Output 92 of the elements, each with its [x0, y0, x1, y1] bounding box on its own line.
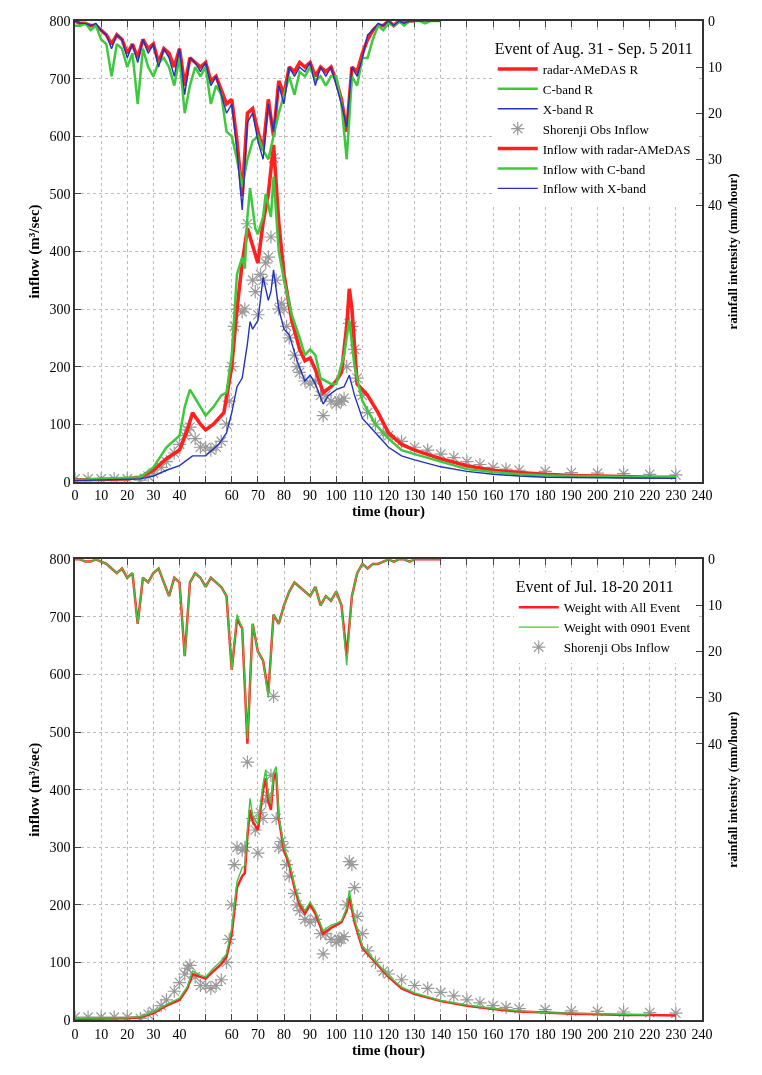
y-tick-label: 400	[49, 244, 71, 260]
x-tick-label: 120	[378, 488, 399, 504]
y2-tick-label: 10	[708, 598, 722, 614]
x-tick-label: 30	[146, 1026, 161, 1042]
y-axis-title: inflow (m³/sec)	[26, 742, 44, 837]
x-tick-label: 110	[352, 488, 373, 504]
x-tick-label: 240	[691, 488, 713, 504]
x-tick-label: 90	[303, 1026, 318, 1042]
x-tick-label: 220	[639, 1026, 661, 1042]
x-tick-label: 140	[430, 488, 452, 504]
x-axis-title: time (hour)	[352, 1041, 425, 1059]
legend-label: radar-AMeDAS R	[542, 62, 639, 78]
y-tick-label: 700	[49, 609, 71, 625]
x-tick-label: 80	[277, 1026, 291, 1042]
y-tick-label: 400	[49, 782, 71, 798]
x-tick-label: 140	[430, 1026, 452, 1042]
x-tick-label: 120	[378, 1026, 399, 1042]
x-tick-label: 170	[508, 1026, 530, 1042]
x-tick-label: 40	[172, 488, 187, 504]
x-tick-label: 20	[120, 1026, 135, 1042]
legend-label: Weight with All Event	[563, 600, 681, 616]
y-tick-label: 300	[49, 301, 71, 317]
x-tick-label: 90	[303, 488, 318, 504]
y-tick-label: 0	[63, 474, 71, 490]
legend-label: Shorenji Obs Inflow	[542, 121, 650, 137]
y-tick-label: 200	[49, 359, 71, 375]
x-tick-label: 170	[508, 488, 530, 504]
y-tick-label: 300	[49, 840, 71, 856]
x-tick-label: 80	[277, 488, 291, 504]
x-tick-label: 220	[639, 488, 661, 504]
legend-label: Shorenji Obs Inflow	[563, 640, 671, 656]
x-tick-label: 60	[224, 1026, 239, 1042]
x-tick-label: 30	[146, 488, 161, 504]
x-tick-label: 100	[325, 1026, 347, 1042]
x-tick-label: 150	[456, 1026, 478, 1042]
x-tick-label: 10	[94, 1026, 109, 1042]
y2-axis-title: rainfall intensity (mm/hour)	[724, 173, 740, 330]
x-tick-label: 230	[665, 488, 687, 504]
legend-label: Inflow with radar-AMeDAS	[542, 141, 691, 157]
x-tick-label: 160	[482, 1026, 504, 1042]
y2-tick-label: 30	[708, 152, 722, 168]
x-tick-label: 190	[560, 1026, 582, 1042]
x-tick-label: 70	[250, 488, 265, 504]
x-tick-label: 160	[482, 488, 504, 504]
y-tick-label: 100	[49, 955, 71, 971]
x-tick-label: 180	[534, 1026, 556, 1042]
x-tick-label: 210	[613, 1026, 635, 1042]
x-tick-label: 240	[691, 1026, 713, 1042]
y-tick-label: 100	[49, 417, 71, 433]
y-axis-title: inflow (m³/sec)	[26, 204, 44, 299]
y2-tick-label: 20	[708, 644, 722, 660]
y2-tick-label: 0	[708, 552, 715, 568]
y-tick-label: 700	[49, 71, 71, 87]
x-tick-label: 180	[534, 488, 556, 504]
y2-axis-title: rainfall intensity (mm/hour)	[724, 711, 740, 868]
legend-title: Event of Jul. 18-20 2011	[515, 578, 674, 596]
y-tick-label: 200	[49, 897, 71, 913]
legend-title: Event of Aug. 31 - Sep. 5 2011	[494, 40, 693, 59]
legend-label: C-band R	[542, 81, 594, 97]
legend-label: Inflow with X-band	[542, 181, 647, 197]
x-tick-label: 130	[404, 488, 426, 504]
y-tick-label: 600	[49, 129, 71, 145]
legend-label: Weight with 0901 Event	[563, 620, 691, 636]
y-tick-label: 600	[49, 667, 71, 683]
x-tick-label: 100	[325, 488, 347, 504]
y2-tick-label: 40	[708, 198, 722, 214]
y-tick-label: 500	[49, 724, 71, 740]
x-tick-label: 110	[352, 1026, 373, 1042]
x-tick-label: 150	[456, 488, 478, 504]
y2-tick-label: 30	[708, 690, 722, 706]
y-tick-label: 500	[49, 186, 71, 202]
x-tick-label: 70	[250, 1026, 265, 1042]
legend-label: Inflow with C-band	[542, 161, 646, 177]
x-tick-label: 60	[224, 488, 239, 504]
y2-tick-label: 40	[708, 736, 722, 752]
y2-tick-label: 20	[708, 106, 722, 122]
x-tick-label: 130	[404, 1026, 426, 1042]
x-tick-label: 210	[613, 488, 635, 504]
x-tick-label: 200	[587, 1026, 608, 1042]
x-tick-label: 40	[172, 1026, 187, 1042]
x-tick-label: 10	[94, 488, 109, 504]
y2-tick-label: 0	[708, 13, 715, 29]
y-tick-label: 0	[63, 1012, 71, 1028]
y-tick-label: 800	[49, 552, 71, 568]
x-tick-label: 20	[120, 488, 135, 504]
x-tick-label: 200	[587, 488, 608, 504]
y-tick-label: 800	[49, 13, 71, 29]
x-tick-label: 230	[665, 1026, 687, 1042]
y2-tick-label: 10	[708, 60, 722, 76]
x-tick-label: 190	[560, 488, 582, 504]
legend-label: X-band R	[542, 101, 594, 117]
x-axis-title: time (hour)	[352, 503, 425, 521]
